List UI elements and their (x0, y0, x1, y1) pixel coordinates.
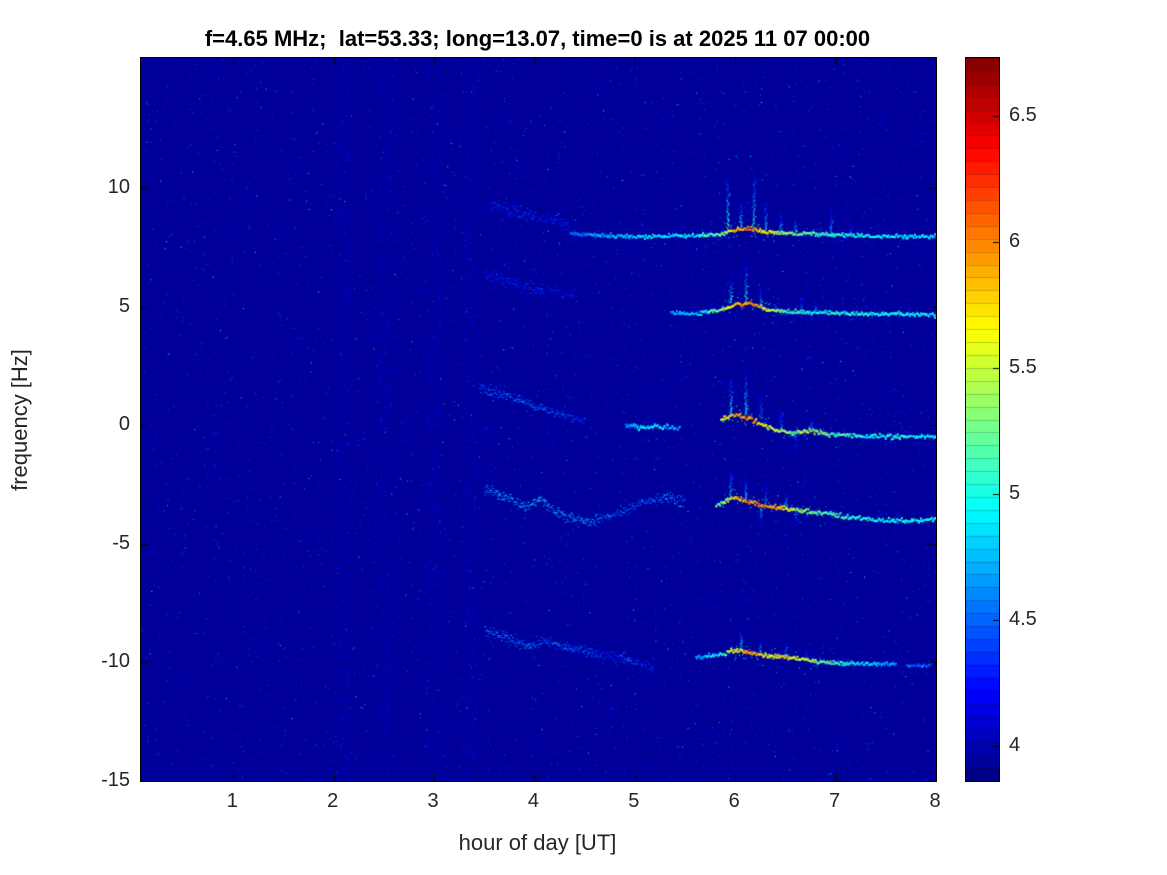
y-tick-label: -10 (101, 650, 130, 673)
x-tick-label: 3 (427, 790, 439, 812)
x-tick-label: 6 (728, 790, 740, 812)
chart-title: f=4.65 MHz; lat=53.33; long=13.07, time=… (204, 26, 871, 51)
y-tick-label: -5 (112, 531, 130, 554)
x-tick-label: 2 (327, 790, 339, 812)
colorbar-tick-label: 4 (1009, 733, 1021, 756)
colorbar-tick-label: 5 (1009, 481, 1021, 504)
colorbar (965, 57, 1000, 782)
x-tick-label: 1 (226, 790, 238, 812)
y-tick-label: -15 (101, 769, 130, 791)
colorbar-tick-label: 6.5 (1009, 103, 1037, 126)
x-tick-label: 8 (929, 790, 941, 812)
spectrogram-plot-area (140, 57, 937, 782)
x-axis-label: hour of day [UT] (458, 830, 617, 855)
x-tick-label: 7 (829, 790, 841, 812)
y-tick-label: 0 (118, 413, 130, 436)
colorbar-tick-label: 6 (1009, 229, 1021, 252)
x-tick-label: 4 (527, 790, 540, 812)
y-tick-label: 5 (118, 294, 130, 317)
y-tick-label: 10 (107, 176, 130, 199)
colorbar-tick-label: 4.5 (1009, 607, 1037, 630)
colorbar-tick-label: 5.5 (1009, 355, 1037, 378)
x-tick-label: 5 (628, 790, 640, 812)
